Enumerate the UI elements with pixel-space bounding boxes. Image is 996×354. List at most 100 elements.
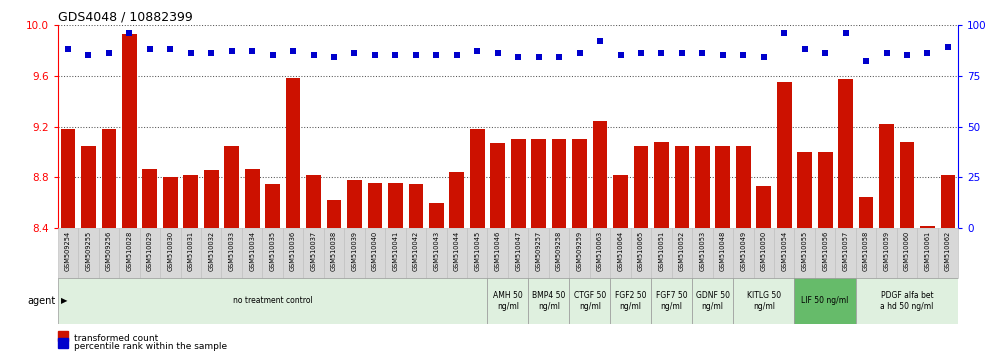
Bar	[242, 228, 262, 278]
Text: GSM509256: GSM509256	[106, 231, 112, 271]
Bar	[61, 129, 76, 354]
Point	[326, 55, 342, 60]
Text: GSM510039: GSM510039	[352, 231, 358, 271]
Point	[122, 30, 137, 36]
Point	[510, 55, 526, 60]
Point	[203, 51, 219, 56]
Text: no treatment control: no treatment control	[233, 296, 313, 306]
Text: GSM510044: GSM510044	[454, 231, 460, 271]
Bar	[552, 139, 567, 354]
Text: FGF2 50
ng/ml: FGF2 50 ng/ml	[615, 291, 646, 310]
Point	[940, 44, 956, 50]
Text: GSM510060: GSM510060	[904, 231, 910, 271]
Text: CTGF 50
ng/ml: CTGF 50 ng/ml	[574, 291, 606, 310]
Point	[551, 55, 567, 60]
Text: GSM510056: GSM510056	[822, 231, 828, 271]
Bar	[508, 228, 529, 278]
Point	[387, 52, 403, 58]
Text: GSM510049: GSM510049	[740, 231, 746, 271]
Bar	[651, 228, 671, 278]
Bar	[511, 139, 526, 354]
Bar	[262, 228, 283, 278]
Text: agent: agent	[28, 296, 56, 306]
Bar	[795, 228, 815, 278]
Bar	[917, 228, 937, 278]
Point	[428, 52, 444, 58]
Bar	[856, 278, 958, 324]
Bar	[671, 228, 692, 278]
Text: GSM510057: GSM510057	[843, 231, 849, 271]
Bar	[733, 278, 795, 324]
Bar	[58, 228, 79, 278]
Point	[756, 55, 772, 60]
Text: GSM510034: GSM510034	[249, 231, 255, 271]
Point	[60, 46, 76, 52]
Point	[306, 52, 322, 58]
Bar	[426, 228, 446, 278]
Bar	[611, 228, 630, 278]
Bar	[139, 228, 160, 278]
Point	[367, 52, 382, 58]
Bar	[815, 228, 836, 278]
Point	[81, 52, 97, 58]
Bar	[204, 170, 218, 354]
Text: GSM510065: GSM510065	[638, 231, 644, 271]
Bar	[859, 196, 873, 354]
Point	[224, 48, 240, 54]
Point	[244, 48, 260, 54]
Text: GSM510045: GSM510045	[474, 231, 480, 271]
Text: GSM510050: GSM510050	[761, 231, 767, 271]
Point	[141, 46, 157, 52]
Bar	[573, 139, 587, 354]
Point	[919, 51, 935, 56]
Point	[694, 51, 710, 56]
Bar	[715, 145, 730, 354]
Text: GSM510041: GSM510041	[392, 231, 398, 271]
Bar	[593, 121, 608, 354]
Bar	[405, 228, 426, 278]
Text: KITLG 50
ng/ml: KITLG 50 ng/ml	[747, 291, 781, 310]
Bar	[449, 172, 464, 354]
Bar	[798, 152, 812, 354]
Text: GSM510036: GSM510036	[290, 231, 296, 271]
Point	[633, 51, 649, 56]
Point	[592, 38, 608, 44]
Bar	[712, 228, 733, 278]
Text: percentile rank within the sample: percentile rank within the sample	[74, 342, 227, 351]
Text: GSM509258: GSM509258	[556, 231, 562, 271]
Text: PDGF alfa bet
a hd 50 ng/ml: PDGF alfa bet a hd 50 ng/ml	[880, 291, 933, 310]
Text: GSM510055: GSM510055	[802, 231, 808, 271]
Bar	[221, 228, 242, 278]
Point	[183, 51, 199, 56]
Bar	[920, 226, 935, 354]
Bar	[446, 228, 467, 278]
Bar	[345, 228, 365, 278]
Text: GSM510046: GSM510046	[495, 231, 501, 271]
Bar	[611, 278, 651, 324]
Text: GSM510035: GSM510035	[270, 231, 276, 271]
Bar	[590, 228, 611, 278]
Point	[859, 58, 874, 64]
Text: BMP4 50
ng/ml: BMP4 50 ng/ml	[532, 291, 566, 310]
Text: GSM510052: GSM510052	[679, 231, 685, 271]
Text: GSM510061: GSM510061	[924, 231, 930, 271]
Bar	[879, 124, 893, 354]
Point	[531, 55, 547, 60]
Bar	[487, 278, 529, 324]
Bar	[733, 228, 754, 278]
Bar	[388, 183, 402, 354]
Text: GSM510051: GSM510051	[658, 231, 664, 271]
Bar	[385, 228, 405, 278]
Text: GSM510053: GSM510053	[699, 231, 705, 271]
Bar	[651, 278, 692, 324]
Point	[101, 51, 117, 56]
Bar	[306, 175, 321, 354]
Bar	[160, 228, 180, 278]
Text: GSM510043: GSM510043	[433, 231, 439, 271]
Text: GDNF 50
ng/ml: GDNF 50 ng/ml	[695, 291, 730, 310]
Text: GSM510048: GSM510048	[720, 231, 726, 271]
Text: GSM510054: GSM510054	[781, 231, 787, 271]
Point	[265, 52, 281, 58]
Point	[347, 51, 363, 56]
Bar	[365, 228, 385, 278]
